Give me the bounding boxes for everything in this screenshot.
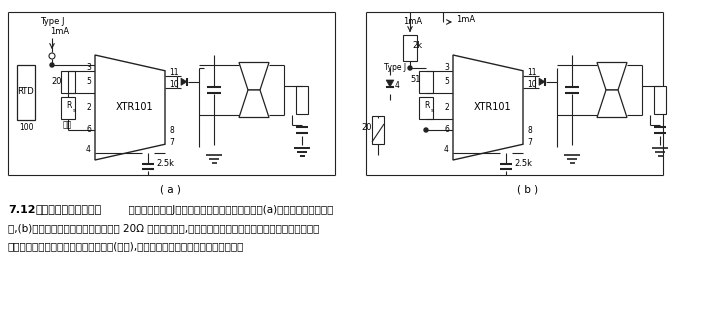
- Text: 11: 11: [527, 68, 537, 77]
- Text: Type J: Type J: [40, 18, 64, 27]
- Polygon shape: [597, 62, 627, 90]
- Text: 5: 5: [86, 78, 91, 87]
- Text: R: R: [66, 101, 72, 111]
- Text: R: R: [424, 101, 429, 111]
- Bar: [61, 71, 75, 93]
- Text: 偿,(b)采用硅二极管冷端补偿。图中的 20Ω 为调零电位器,在电路的设计计算中应按照铂电阻及硅二极管的: 偿,(b)采用硅二极管冷端补偿。图中的 20Ω 为调零电位器,在电路的设计计算中…: [8, 223, 319, 233]
- Circle shape: [50, 63, 54, 67]
- Text: 1mA: 1mA: [50, 28, 69, 36]
- Text: 10: 10: [527, 80, 537, 89]
- Text: 11: 11: [169, 68, 178, 77]
- Text: Type J: Type J: [384, 64, 406, 73]
- Bar: [296, 86, 308, 114]
- Text: s: s: [430, 108, 434, 112]
- Text: 6: 6: [86, 125, 91, 134]
- Text: 2k: 2k: [412, 41, 422, 50]
- Text: 2: 2: [86, 104, 91, 112]
- Bar: [654, 86, 666, 114]
- Text: 2: 2: [444, 104, 449, 112]
- Text: 调零: 调零: [63, 121, 72, 129]
- Text: 3: 3: [444, 64, 449, 73]
- Text: 8: 8: [527, 126, 532, 135]
- Circle shape: [408, 66, 412, 70]
- Text: 2.5k: 2.5k: [156, 159, 174, 168]
- Bar: [419, 97, 433, 119]
- Text: 8: 8: [169, 126, 173, 135]
- Text: s: s: [73, 108, 75, 112]
- Text: 7: 7: [527, 138, 532, 147]
- Polygon shape: [539, 78, 545, 85]
- Bar: [61, 97, 75, 119]
- Text: 1mA: 1mA: [403, 18, 422, 27]
- Text: RTD: RTD: [18, 87, 35, 96]
- Text: 4: 4: [444, 146, 449, 154]
- Text: 51: 51: [410, 75, 421, 84]
- Text: 10: 10: [169, 80, 178, 89]
- Polygon shape: [453, 55, 523, 160]
- Polygon shape: [239, 90, 269, 117]
- Text: 100: 100: [19, 124, 34, 133]
- Text: 1mA: 1mA: [456, 15, 475, 24]
- Bar: [372, 116, 384, 144]
- Text: 热电偶温度变送器电路: 热电偶温度变送器电路: [36, 205, 102, 215]
- Polygon shape: [239, 62, 269, 90]
- Text: 5: 5: [444, 78, 449, 87]
- Text: 两电路都是采用J型热电偶组成。两者不同之处为(a)采用铂电阻作冷端补: 两电路都是采用J型热电偶组成。两者不同之处为(a)采用铂电阻作冷端补: [122, 205, 333, 215]
- Circle shape: [49, 53, 55, 59]
- Text: XTR101: XTR101: [474, 103, 512, 112]
- Text: ( b ): ( b ): [517, 185, 539, 195]
- Text: 温度灵敏度补偿。由于环境温度的变化(冷端),确实将热电偶的冷端补偿到等摄氏度。: 温度灵敏度补偿。由于环境温度的变化(冷端),确实将热电偶的冷端补偿到等摄氏度。: [8, 241, 245, 251]
- Text: 7: 7: [169, 138, 174, 147]
- Text: 20: 20: [362, 124, 372, 133]
- Text: 3: 3: [86, 64, 91, 73]
- Text: 6: 6: [444, 125, 449, 134]
- Text: XTR101: XTR101: [116, 103, 154, 112]
- Text: 2.5k: 2.5k: [514, 159, 532, 168]
- Polygon shape: [597, 90, 627, 117]
- Bar: [17, 65, 35, 120]
- Text: 20: 20: [51, 78, 62, 87]
- Text: 4: 4: [86, 146, 91, 154]
- Circle shape: [424, 128, 428, 132]
- Text: 7.12: 7.12: [8, 205, 35, 215]
- Polygon shape: [95, 55, 165, 160]
- Polygon shape: [386, 80, 394, 87]
- Bar: [403, 35, 417, 61]
- Polygon shape: [181, 78, 187, 85]
- Text: 4: 4: [395, 81, 400, 90]
- Bar: [419, 71, 433, 93]
- Text: ( a ): ( a ): [159, 185, 180, 195]
